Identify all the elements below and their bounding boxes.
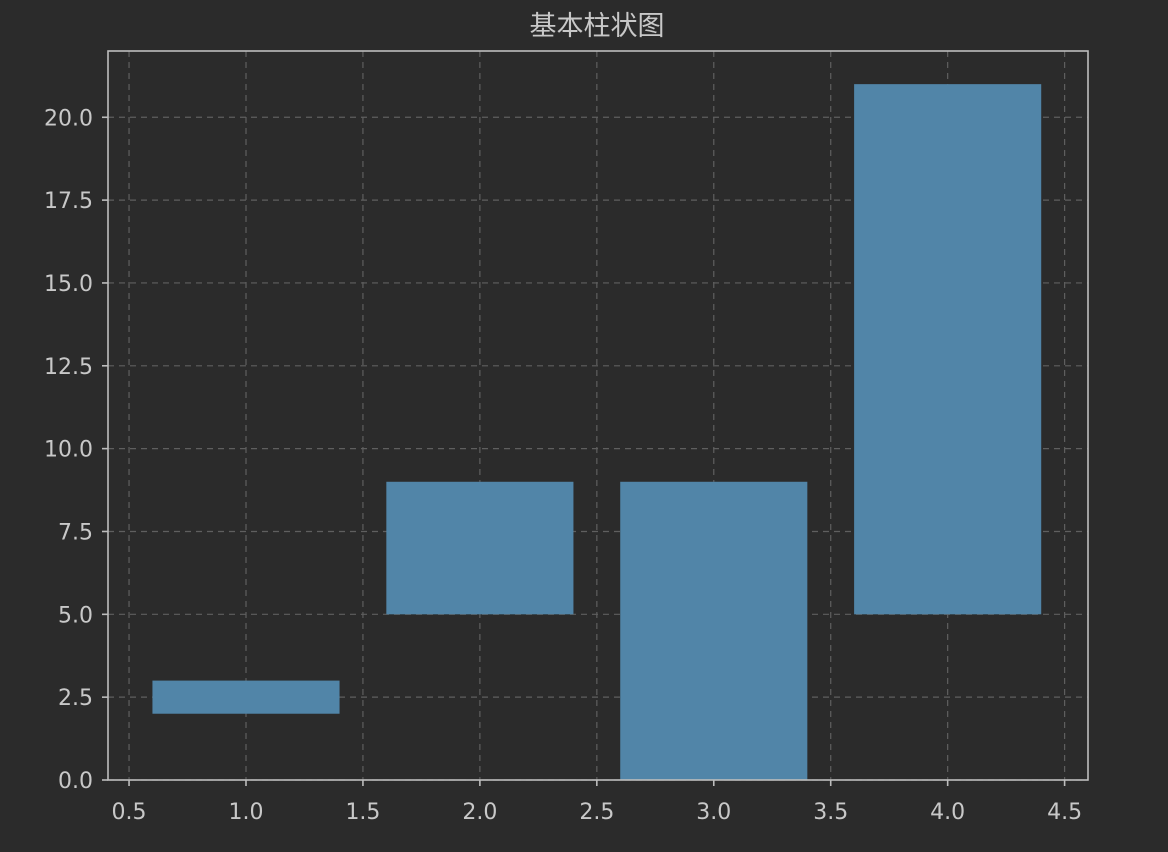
x-tick-label: 4.5 bbox=[1047, 800, 1082, 825]
x-tick-label: 2.5 bbox=[579, 800, 614, 825]
x-tick-label: 1.0 bbox=[228, 800, 263, 825]
axis-ticks bbox=[102, 116, 1066, 786]
y-tick-label: 2.5 bbox=[58, 686, 93, 711]
x-tick-label: 4.0 bbox=[930, 800, 965, 825]
x-tick-label: 3.0 bbox=[696, 800, 731, 825]
tick-labels: 0.5 1.0 1.5 2.0 2.5 3.0 3.5 4.0 4.5 0.0 2.5 5.0 7.5 1… bbox=[44, 106, 1082, 825]
chart-title: 基本柱状图 bbox=[530, 11, 665, 42]
x-tick-label: 2.0 bbox=[462, 800, 497, 825]
x-tick-label: 0.5 bbox=[112, 800, 147, 825]
plot-area-frame bbox=[107, 50, 1089, 781]
x-tick-label: 1.5 bbox=[345, 800, 380, 825]
y-tick-label: 17.5 bbox=[44, 189, 93, 214]
y-tick-label: 12.5 bbox=[44, 355, 93, 380]
bar bbox=[152, 680, 340, 714]
y-tick-label: 7.5 bbox=[58, 520, 93, 545]
bars bbox=[152, 84, 1042, 780]
y-tick-label: 20.0 bbox=[44, 106, 93, 131]
y-tick-label: 0.0 bbox=[58, 769, 93, 794]
bar bbox=[620, 481, 808, 780]
y-tick-label: 10.0 bbox=[44, 438, 93, 463]
y-tick-label: 5.0 bbox=[58, 603, 93, 628]
bar bbox=[854, 84, 1042, 615]
bar bbox=[386, 481, 574, 615]
y-tick-label: 15.0 bbox=[44, 272, 93, 297]
x-tick-label: 3.5 bbox=[813, 800, 848, 825]
